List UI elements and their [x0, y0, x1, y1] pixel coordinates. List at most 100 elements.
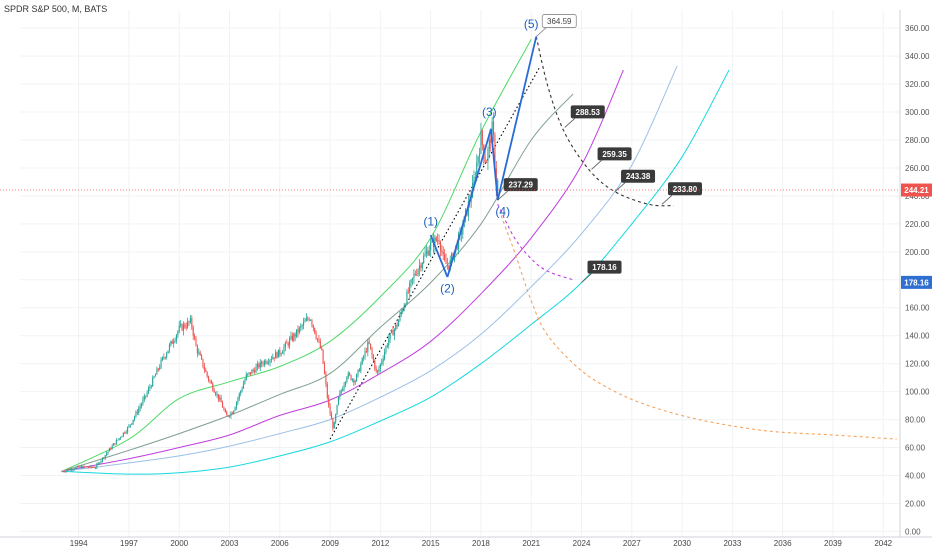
wave-1-2: [429, 234, 449, 278]
x-tick-label: 2042: [874, 539, 892, 548]
candle-body: [143, 395, 145, 400]
candle-body: [347, 373, 349, 378]
callout-leader: [497, 190, 508, 201]
candle-body: [76, 466, 78, 468]
time-axis[interactable]: 1994 1997 2000 2003 2006 2009 2012 2015 2018 2021…: [70, 539, 893, 548]
candle-body: [251, 370, 253, 375]
candle-body: [312, 324, 314, 328]
candle-body: [120, 437, 122, 439]
candle-body: [478, 153, 481, 157]
candle-body: [485, 162, 488, 163]
candle-body: [108, 448, 110, 452]
callout-leader: [591, 160, 602, 170]
candle-body: [135, 411, 137, 417]
candle-body: [86, 466, 88, 468]
candle-body: [261, 361, 263, 365]
candle-body: [196, 346, 198, 354]
candle-body: [188, 321, 190, 323]
price-axis[interactable]: 0.00 20.00 40.00 60.00 80.00 100.00 120.00 140.…: [905, 24, 930, 536]
candle-body: [494, 134, 496, 169]
candle-body: [163, 357, 165, 358]
callout-box: [570, 105, 605, 119]
candle-body: [94, 467, 96, 469]
candle-body: [259, 361, 261, 368]
candle-body: [248, 372, 250, 374]
candle-body: [66, 469, 69, 471]
candle-body: [328, 397, 330, 406]
candle-body: [364, 351, 366, 357]
candle-body: [149, 387, 151, 389]
candle-body: [78, 466, 80, 468]
level-badge-label: 178.16: [904, 278, 929, 287]
candle-body: [150, 386, 152, 388]
x-tick-label: 2015: [422, 539, 440, 548]
candle-body: [206, 371, 208, 377]
candle-body: [319, 341, 321, 349]
candle-body: [384, 352, 386, 359]
candle-body: [397, 320, 400, 327]
candle-body: [73, 468, 76, 470]
candle-body: [61, 471, 63, 473]
candle-body: [185, 327, 187, 329]
candle-body: [266, 362, 268, 364]
level-badge: [901, 275, 932, 289]
candle-body: [168, 344, 171, 351]
candle-body: [93, 467, 95, 469]
candle-body: [268, 362, 270, 364]
candle-body: [272, 357, 274, 360]
candle-body: [351, 379, 354, 380]
candle-body: [353, 379, 355, 383]
candle-body: [325, 373, 327, 384]
callout-label: 364.59: [547, 17, 572, 26]
candle-body: [227, 415, 229, 417]
candle-body: [481, 130, 483, 145]
candle-body: [85, 466, 87, 468]
wave-label: (3): [482, 105, 497, 119]
candle-body: [298, 327, 300, 333]
y-tick-label: 220.00: [905, 220, 930, 229]
candle-body: [357, 369, 359, 375]
candle-body: [173, 341, 175, 344]
candle-body: [392, 330, 394, 336]
candle-body: [245, 374, 247, 380]
candle-body: [136, 411, 138, 414]
candle-body: [360, 364, 362, 372]
y-tick-label: 20.00: [905, 499, 926, 508]
candle-body: [307, 318, 309, 320]
candle-body: [389, 332, 391, 339]
candle-body: [439, 242, 442, 251]
candle-body: [375, 368, 377, 371]
candle-body: [476, 162, 478, 177]
candle-body: [210, 381, 212, 384]
candle-body: [323, 363, 326, 374]
candle-body: [247, 373, 249, 375]
candle-body: [131, 423, 133, 425]
callout-box: [503, 178, 538, 192]
candle-body: [441, 250, 443, 253]
candle-body: [270, 359, 272, 360]
candle-body: [106, 453, 108, 456]
candle-body: [480, 130, 482, 154]
candle-body: [124, 432, 126, 434]
candle-body: [378, 368, 380, 372]
candle-body: [332, 419, 334, 429]
candle-body: [402, 310, 404, 312]
candle-body: [358, 369, 360, 372]
candle-body: [418, 265, 421, 270]
candle-body: [290, 335, 292, 340]
candle-body: [297, 329, 299, 333]
x-tick-label: 1997: [120, 539, 138, 548]
candle-body: [497, 180, 499, 190]
candle-body: [403, 306, 405, 311]
candle-body: [311, 320, 313, 325]
candle-body: [428, 250, 430, 256]
candle-body: [152, 377, 154, 387]
candle-body: [157, 368, 159, 370]
callout-box: [587, 260, 622, 274]
candle-body: [175, 335, 178, 341]
candle-body: [423, 255, 425, 263]
candle-body: [330, 414, 333, 420]
candle-body: [356, 374, 358, 382]
